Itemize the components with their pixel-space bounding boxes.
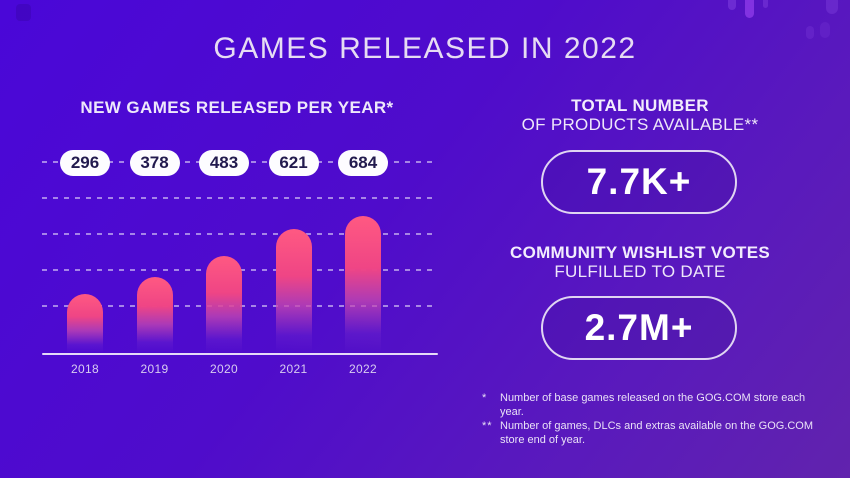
stat-heading-bold: COMMUNITY WISHLIST VOTES — [510, 243, 770, 262]
axis-label-2022: 2022 — [349, 362, 377, 376]
bar-chart: 296 2018 378 2019 483 2020 621 2021 684 2022 — [42, 140, 438, 380]
bar-2018 — [67, 294, 103, 353]
footnotes: * Number of base games released on the G… — [482, 392, 818, 448]
footnote-marker: ** — [482, 420, 493, 432]
bar-2022 — [345, 216, 381, 353]
bar-2020 — [206, 256, 242, 353]
stat-value-text: 7.7K+ — [586, 161, 692, 202]
gridline — [42, 197, 432, 199]
stat-value-products: 7.7K+ — [541, 150, 737, 214]
value-badge-2021: 621 — [268, 150, 319, 176]
stat-heading-bold: TOTAL NUMBER — [571, 96, 709, 115]
axis-label-2020: 2020 — [210, 362, 238, 376]
decoration-bar — [16, 4, 31, 21]
footnote-text: Number of games, DLCs and extras availab… — [500, 420, 814, 446]
value-badge-2018: 296 — [60, 150, 110, 176]
decoration-bar — [745, 0, 754, 18]
value-badge-2019: 378 — [129, 150, 180, 176]
bar-2021 — [275, 229, 312, 353]
stat-heading-regular: OF PRODUCTS AVAILABLE** — [521, 115, 759, 134]
stat-heading-products: TOTAL NUMBER OF PRODUCTS AVAILABLE** — [460, 96, 820, 134]
decoration-bar — [826, 0, 838, 14]
stat-heading-wishlist: COMMUNITY WISHLIST VOTES FULFILLED TO DA… — [460, 243, 820, 281]
page-title: GAMES RELEASED IN 2022 — [213, 32, 637, 65]
footnote-marker: * — [482, 392, 488, 404]
chart-title: NEW GAMES RELEASED PER YEAR* — [80, 98, 394, 117]
bar-2019 — [136, 277, 173, 353]
stat-value-wishlist: 2.7M+ — [541, 296, 737, 360]
value-badge-2020: 483 — [199, 150, 249, 176]
footnote: * Number of base games released on the G… — [482, 392, 818, 419]
axis-label-2018: 2018 — [71, 362, 99, 376]
axis-label-2019: 2019 — [140, 362, 169, 376]
footnote-text: Number of base games released on the GOG… — [500, 392, 806, 418]
footnote: ** Number of games, DLCs and extras avai… — [482, 420, 818, 447]
stat-value-text: 2.7M+ — [584, 307, 694, 348]
gridline — [42, 233, 432, 235]
x-axis-line — [42, 353, 438, 355]
value-badge-2022: 684 — [338, 150, 388, 176]
decoration-bar — [728, 0, 736, 10]
stat-heading-regular: FULFILLED TO DATE — [554, 262, 726, 281]
axis-label-2021: 2021 — [279, 362, 308, 376]
decoration-bar — [763, 0, 768, 8]
